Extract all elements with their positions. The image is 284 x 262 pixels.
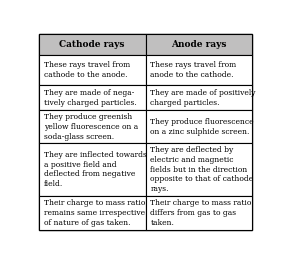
Text: Anode rays: Anode rays [171, 40, 227, 49]
Bar [146, 144, 252, 196]
Bar [39, 144, 145, 196]
Text: Their charge to mass ratio
differs from gas to gas
taken.: Their charge to mass ratio differs from … [151, 199, 252, 227]
Bar [39, 85, 145, 110]
Text: They are made of nega-
tively charged particles.: They are made of nega- tively charged pa… [44, 89, 136, 107]
Text: Cathode rays: Cathode rays [59, 40, 125, 49]
Bar [146, 55, 252, 85]
Bar [39, 196, 145, 230]
Bar [146, 110, 252, 144]
Text: Their charge to mass ratio
remains same irrespective
of nature of gas taken.: Their charge to mass ratio remains same … [44, 199, 145, 227]
Text: They are made of positively
charged particles.: They are made of positively charged part… [151, 89, 256, 107]
Text: These rays travel from
cathode to the anode.: These rays travel from cathode to the an… [44, 61, 130, 79]
Bar [146, 85, 252, 110]
Text: They produce fluorescence
on a zinc sulphide screen.: They produce fluorescence on a zinc sulp… [151, 118, 254, 136]
Bar [39, 35, 145, 55]
Bar [39, 55, 145, 85]
Text: These rays travel from
anode to the cathode.: These rays travel from anode to the cath… [151, 61, 237, 79]
Bar [39, 110, 145, 144]
Text: They are inflected towards
a positive field and
deflected from negative
field.: They are inflected towards a positive fi… [44, 151, 147, 188]
Bar [146, 35, 252, 55]
Text: They produce greenish
yellow fluorescence on a
soda-glass screen.: They produce greenish yellow fluorescenc… [44, 113, 138, 141]
Bar [146, 196, 252, 230]
Text: They are deflected by
electric and magnetic
fields but in the direction
opposite: They are deflected by electric and magne… [151, 146, 254, 193]
